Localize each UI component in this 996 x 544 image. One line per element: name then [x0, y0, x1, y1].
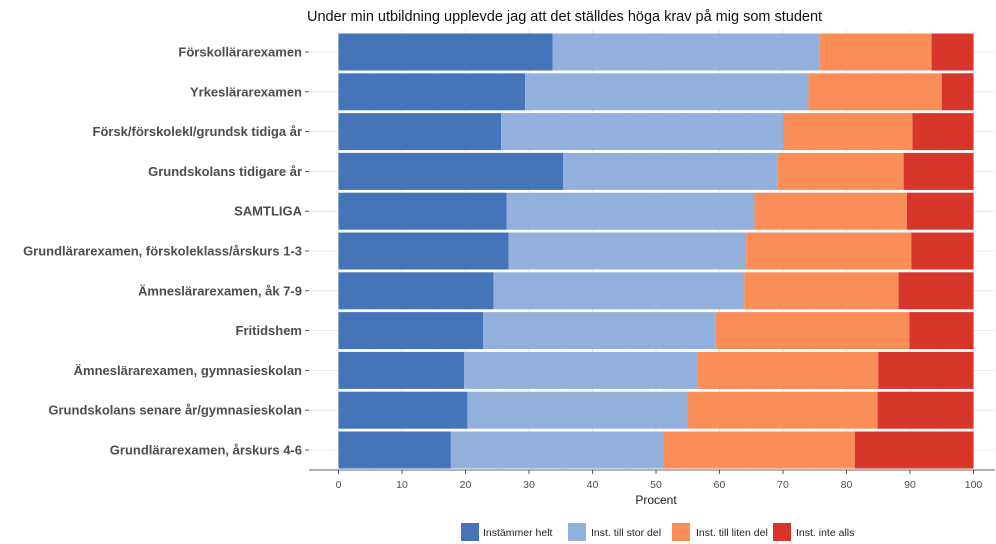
x-tick-label: 0	[336, 479, 342, 491]
legend-label: Inst. till stor del	[591, 527, 661, 539]
legend: Instämmer helt Inst. till stor del Inst. t…	[461, 523, 854, 541]
bar-segment-2	[464, 351, 698, 389]
x-axis-title: Procent	[635, 493, 677, 507]
bar-segment-4	[854, 431, 974, 469]
x-tick-label: 60	[714, 479, 726, 491]
bar-segment-1	[338, 431, 451, 469]
bar-segment-2	[552, 33, 820, 71]
bars	[338, 33, 974, 469]
bar-segment-1	[338, 351, 465, 389]
bar-segment-3	[746, 232, 912, 270]
bar-segment-3	[754, 192, 907, 230]
bar-segment-1	[338, 73, 526, 111]
category-label: Förskollärarexamen	[178, 45, 302, 60]
chart-title: Under min utbildning upplevde jag att de…	[307, 9, 822, 25]
category-label: Grundskolans tidigare år	[148, 164, 302, 179]
bar-segment-2	[483, 312, 716, 350]
bar-segment-1	[338, 312, 484, 350]
bar-segment-2	[506, 192, 755, 230]
category-label: Grundlärarexamen, förskoleklass/årskurs …	[23, 244, 302, 259]
bar-segment-1	[338, 113, 502, 151]
bar-segment-3	[777, 152, 904, 190]
category-label: Ämneslärarexamen, åk 7-9	[138, 283, 302, 298]
bar-segment-4	[911, 232, 974, 270]
bar-segment-4	[903, 152, 974, 190]
bar-segment-4	[898, 272, 974, 310]
legend-swatch	[672, 523, 690, 541]
bar-segment-1	[338, 152, 564, 190]
bar-segment-4	[941, 73, 974, 111]
bar-segment-2	[450, 431, 663, 469]
category-label: SAMTLIGA	[234, 204, 302, 219]
bar-segment-4	[878, 351, 974, 389]
bar-segment-3	[715, 312, 910, 350]
bar-segment-3	[819, 33, 932, 71]
x-tick-label: 100	[965, 479, 983, 491]
x-tick-label: 90	[904, 479, 916, 491]
bar-segment-2	[525, 73, 809, 111]
bar-segment-4	[931, 33, 974, 71]
bar-segment-1	[338, 232, 509, 270]
legend-label: Inst. till liten del	[696, 527, 768, 539]
bar-segment-1	[338, 33, 553, 71]
x-tick-label: 40	[587, 479, 599, 491]
x-tick-label: 50	[650, 479, 662, 491]
category-label: Fritidshem	[236, 323, 302, 338]
legend-label: Inst. inte alls	[796, 527, 854, 539]
bar-segment-3	[697, 351, 879, 389]
bar-segment-4	[909, 312, 974, 350]
bar-segment-1	[338, 192, 507, 230]
bar-segment-2	[467, 391, 688, 429]
legend-swatch	[773, 523, 791, 541]
bar-segment-2	[493, 272, 745, 310]
legend-swatch	[568, 523, 586, 541]
category-label: Grundlärarexamen, årskurs 4-6	[110, 443, 302, 458]
category-label: Grundskolans senare år/gymnasieskolan	[48, 403, 302, 418]
legend-swatch	[461, 523, 479, 541]
bar-segment-3	[783, 113, 913, 151]
category-label: Försk/förskolekl/grundsk tidiga år	[93, 124, 303, 139]
bar-segment-2	[563, 152, 778, 190]
category-label: Yrkeslärarexamen	[190, 84, 302, 99]
bar-segment-4	[912, 113, 974, 151]
bar-segment-4	[906, 192, 974, 230]
x-tick-label: 10	[396, 479, 408, 491]
bar-segment-3	[808, 73, 942, 111]
x-tick-label: 30	[523, 479, 535, 491]
category-label: Ämneslärarexamen, gymnasieskolan	[74, 363, 302, 378]
legend-label: Instämmer helt	[483, 527, 553, 539]
bar-segment-1	[338, 391, 468, 429]
bar-segment-2	[501, 113, 783, 151]
axes: 0 10 20 30 40 50 60 70 80 90 100 Förskollärarexamen…	[23, 45, 995, 491]
bar-segment-2	[508, 232, 747, 270]
bar-segment-4	[877, 391, 974, 429]
x-tick-label: 70	[777, 479, 789, 491]
x-tick-label: 80	[841, 479, 853, 491]
bar-segment-3	[662, 431, 855, 469]
bar-segment-3	[687, 391, 878, 429]
bar-segment-3	[744, 272, 899, 310]
bar-segment-1	[338, 272, 494, 310]
x-tick-label: 20	[460, 479, 472, 491]
